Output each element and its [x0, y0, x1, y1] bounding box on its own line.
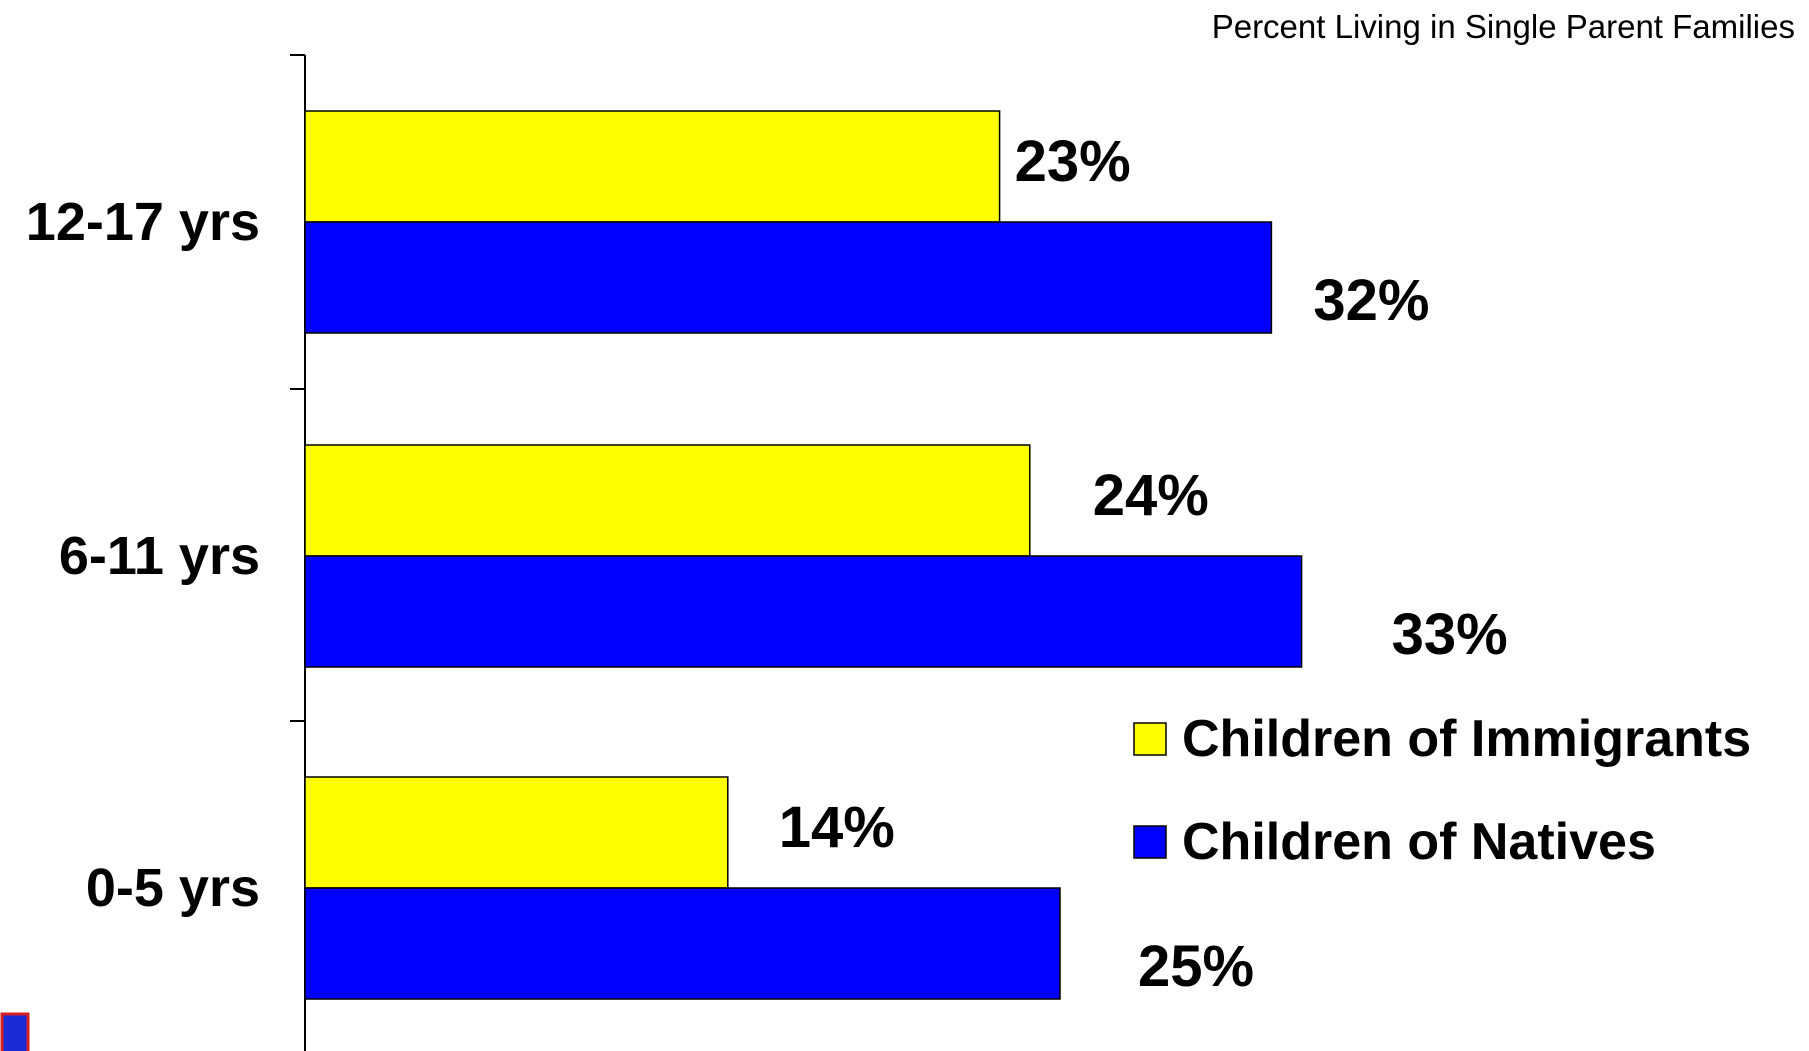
legend: Children of Immigrants Children of Nativ…: [1133, 710, 1751, 871]
data-label: 24%: [1093, 463, 1209, 528]
bar-immigrants: [304, 110, 1001, 223]
data-label: 25%: [1138, 934, 1254, 999]
category-label: 6-11 yrs: [59, 526, 260, 586]
bar-natives: [304, 221, 1273, 334]
legend-swatch-natives: [1133, 825, 1167, 859]
legend-label-natives: Children of Natives: [1182, 813, 1656, 871]
data-label: 33%: [1392, 602, 1508, 667]
bars-group: [304, 110, 1303, 1000]
bar-immigrants: [304, 444, 1031, 557]
category-label: 12-17 yrs: [26, 192, 260, 252]
category-labels-group: 12-17 yrs 6-11 yrs 0-5 yrs: [26, 192, 260, 918]
corner-marker: [0, 1012, 30, 1051]
data-label: 14%: [779, 795, 895, 860]
data-label: 32%: [1313, 268, 1429, 333]
data-label: 23%: [1015, 129, 1131, 194]
legend-swatch-immigrants: [1133, 722, 1167, 756]
value-labels-group: 23% 32% 24% 33% 14% 25%: [779, 129, 1508, 999]
category-label: 0-5 yrs: [86, 858, 260, 918]
legend-label-immigrants: Children of Immigrants: [1182, 710, 1751, 768]
chart-title: Percent Living in Single Parent Families: [1212, 8, 1795, 45]
bar-natives: [304, 887, 1061, 1000]
bar-natives: [304, 555, 1303, 668]
bar-immigrants: [304, 776, 729, 889]
